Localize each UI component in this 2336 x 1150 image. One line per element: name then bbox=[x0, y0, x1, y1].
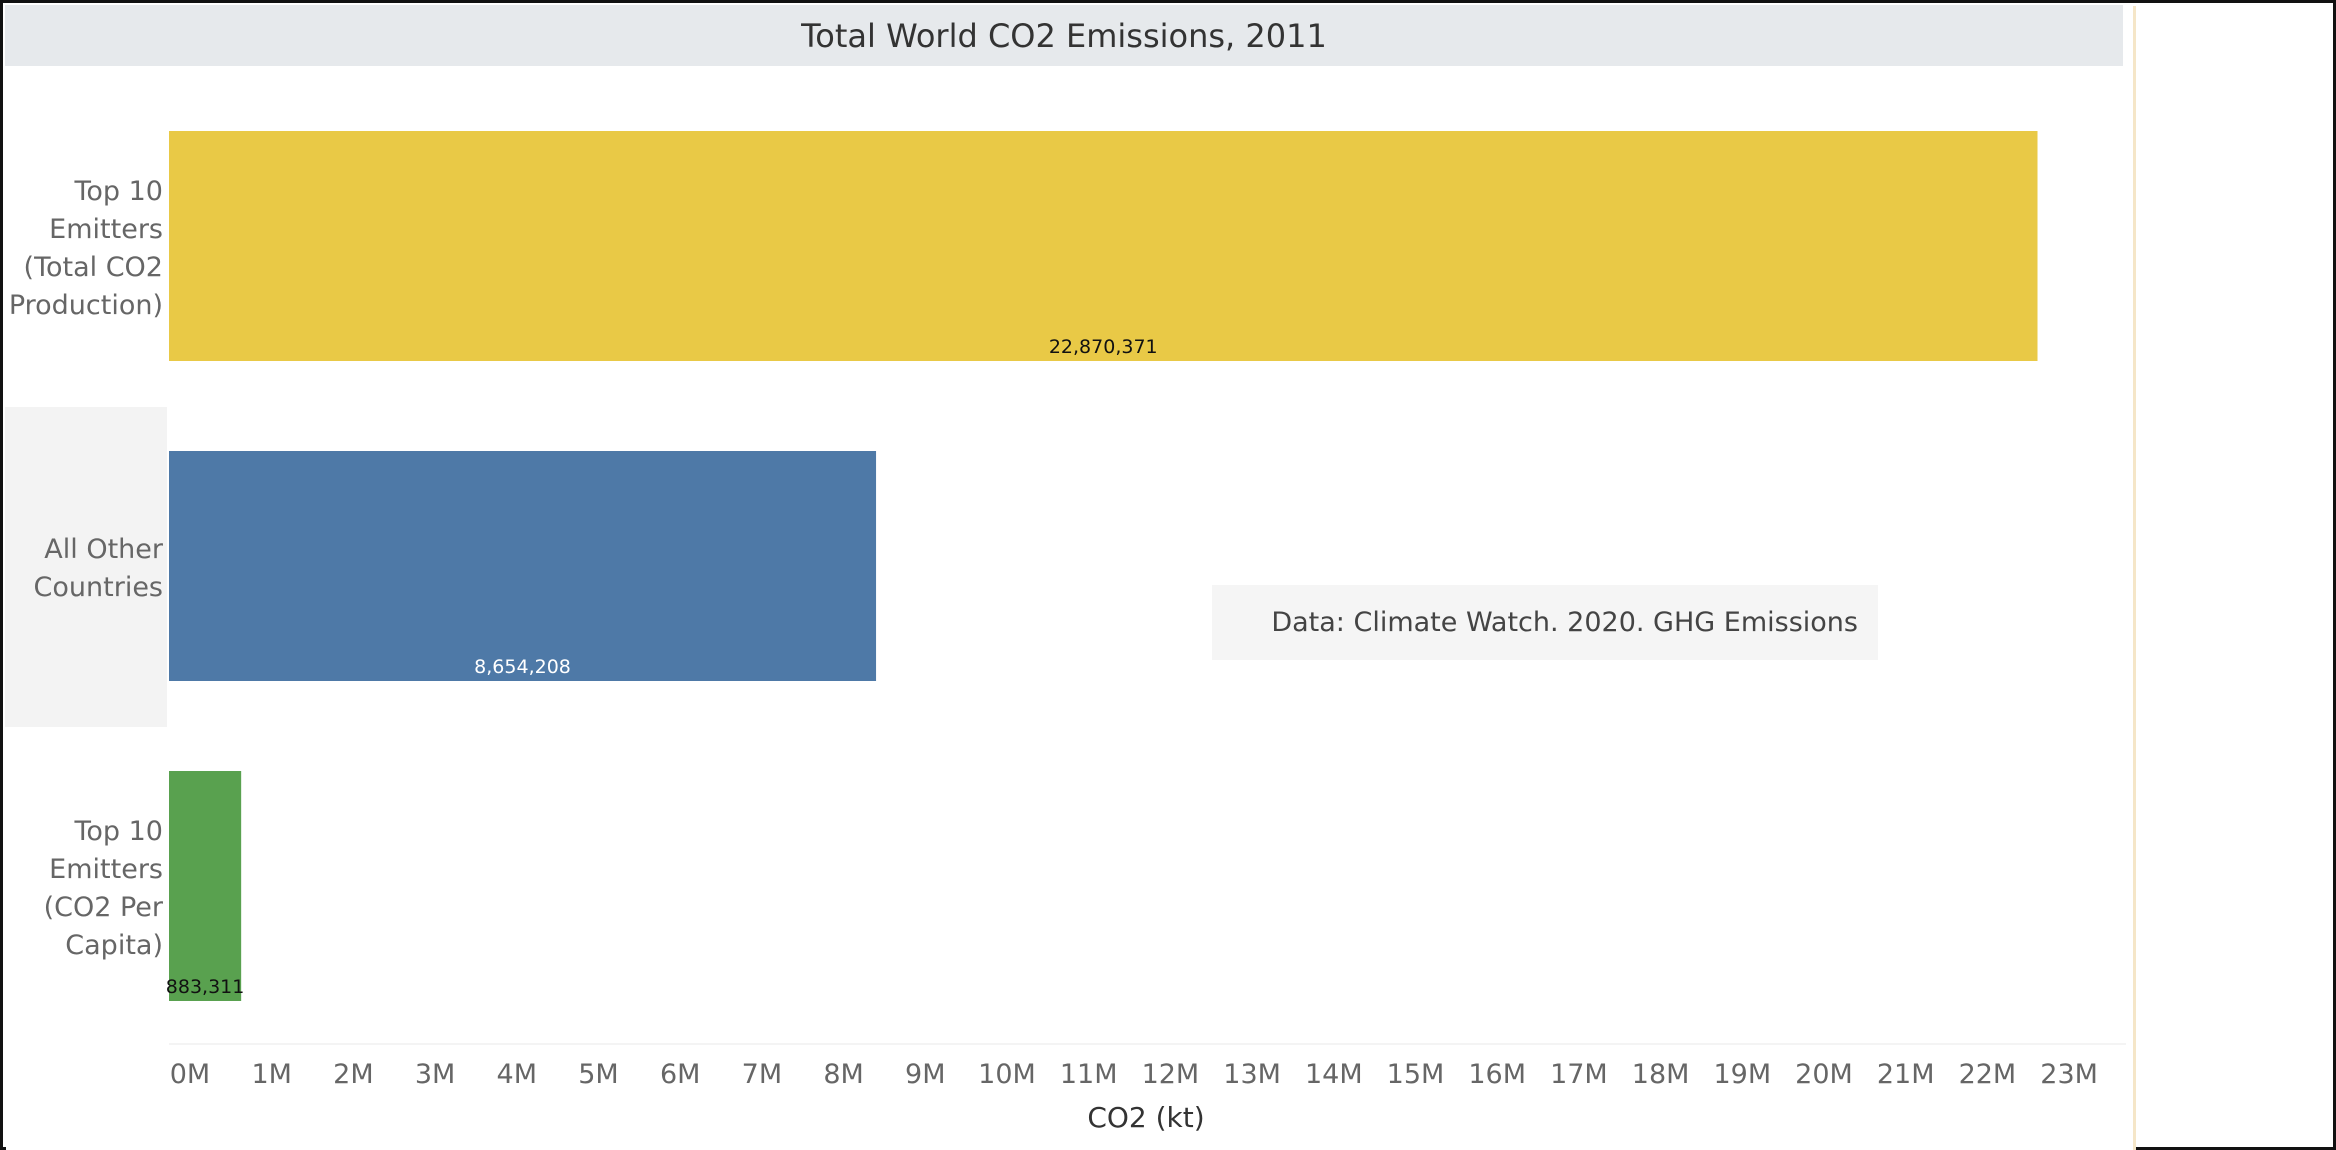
x-tick-label: 2M bbox=[333, 1059, 373, 1090]
category-label-2-line-1: Emitters bbox=[49, 854, 163, 885]
data-label-0: 22,870,371 bbox=[1049, 336, 1158, 358]
x-tick-label: 4M bbox=[497, 1059, 537, 1090]
source-annotation: Data: Climate Watch. 2020. GHG Emissions bbox=[1212, 585, 1878, 660]
x-tick-label: 0M bbox=[170, 1059, 210, 1090]
category-label-0-line-0: Top 10 bbox=[73, 176, 163, 207]
bar-2 bbox=[169, 771, 242, 1001]
chart-title-bar: Total World CO2 Emissions, 2011 bbox=[5, 5, 2123, 66]
x-tick-label: 21M bbox=[1877, 1059, 1935, 1090]
bar-1 bbox=[169, 451, 877, 681]
x-tick-label: 8M bbox=[823, 1059, 863, 1090]
category-label-0-line-1: Emitters bbox=[49, 214, 163, 245]
x-tick-label: 22M bbox=[1959, 1059, 2017, 1090]
category-label-2-line-2: (CO2 Per bbox=[44, 892, 164, 923]
category-label-2-line-3: Capita) bbox=[65, 930, 163, 961]
row-band-2 bbox=[5, 727, 167, 1047]
x-tick-label: 17M bbox=[1550, 1059, 1608, 1090]
category-label-0-line-3: Production) bbox=[9, 290, 163, 321]
row-band-0 bbox=[5, 87, 167, 407]
category-label-1-line-1: Countries bbox=[34, 572, 163, 603]
x-tick-label: 13M bbox=[1223, 1059, 1281, 1090]
data-label-1: 8,654,208 bbox=[474, 656, 571, 678]
x-tick-label: 14M bbox=[1305, 1059, 1363, 1090]
category-label-1-line-0: All Other bbox=[44, 534, 164, 565]
bar-0 bbox=[169, 131, 2038, 361]
x-tick-label: 19M bbox=[1713, 1059, 1771, 1090]
x-tick-label: 23M bbox=[2040, 1059, 2098, 1090]
x-tick-label: 20M bbox=[1795, 1059, 1853, 1090]
category-label-0-line-2: (Total CO2 bbox=[24, 252, 163, 283]
x-tick-label: 10M bbox=[978, 1059, 1036, 1090]
x-tick-label: 15M bbox=[1387, 1059, 1445, 1090]
x-tick-label: 9M bbox=[905, 1059, 945, 1090]
x-tick-label: 7M bbox=[742, 1059, 782, 1090]
category-label-2-line-0: Top 10 bbox=[73, 816, 163, 847]
x-axis-title: CO2 (kt) bbox=[1087, 1101, 1204, 1134]
x-tick-label: 16M bbox=[1468, 1059, 1526, 1090]
x-tick-label: 6M bbox=[660, 1059, 700, 1090]
chart-title: Total World CO2 Emissions, 2011 bbox=[801, 16, 1327, 55]
data-label-2: 883,311 bbox=[166, 976, 245, 998]
x-tick-label: 18M bbox=[1632, 1059, 1690, 1090]
source-annotation-text: Data: Climate Watch. 2020. GHG Emissions bbox=[1271, 607, 1858, 638]
x-tick-label: 3M bbox=[415, 1059, 455, 1090]
x-tick-label: 11M bbox=[1060, 1059, 1118, 1090]
x-tick-label: 12M bbox=[1142, 1059, 1200, 1090]
x-tick-label: 1M bbox=[251, 1059, 291, 1090]
row-band-1 bbox=[5, 407, 167, 727]
x-tick-label: 5M bbox=[578, 1059, 618, 1090]
